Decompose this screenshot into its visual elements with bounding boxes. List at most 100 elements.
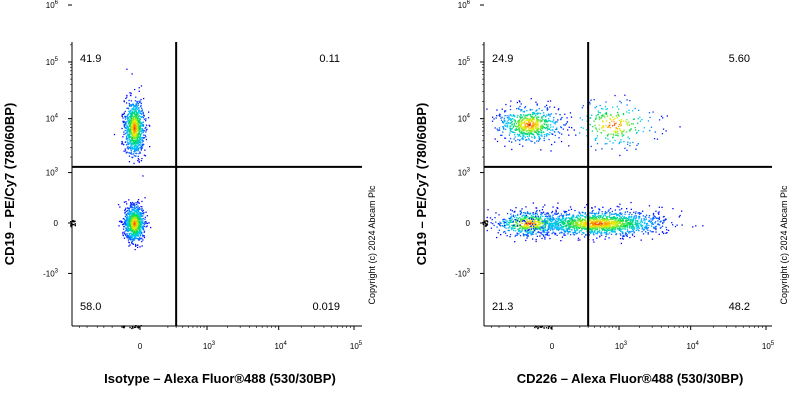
event-dot [528, 118, 531, 120]
event-dot [623, 217, 625, 219]
event-dot [534, 213, 536, 215]
event-dot [639, 120, 642, 122]
quadrant-top-left-label: 24.9 [492, 53, 513, 65]
event-dot [555, 113, 557, 115]
event-dot [578, 231, 580, 234]
event-dot [582, 225, 584, 228]
event-dot [522, 220, 524, 222]
event-dot [503, 117, 505, 119]
event-dot [548, 223, 550, 225]
event-dot [521, 225, 523, 227]
event-dot [569, 224, 571, 226]
event-dot [141, 130, 143, 132]
event-dot [544, 234, 547, 236]
event-dot [496, 140, 499, 143]
event-dot [619, 216, 621, 218]
event-dot [633, 118, 635, 120]
event-dot [610, 114, 612, 116]
event-dot [132, 117, 134, 119]
edge-event [121, 326, 123, 328]
event-dot [500, 134, 502, 136]
event-dot [501, 134, 503, 136]
event-dot [605, 227, 608, 230]
event-dot [498, 114, 500, 116]
event-dot [620, 124, 622, 126]
event-dot [542, 230, 544, 232]
event-dot [573, 226, 575, 228]
event-dot [561, 231, 563, 234]
event-dot [133, 231, 135, 234]
event-dot [138, 221, 140, 224]
event-dot [511, 123, 513, 125]
event-dot [532, 113, 534, 116]
event-dot [536, 212, 538, 214]
event-dot [607, 126, 609, 128]
event-dot [563, 124, 565, 126]
event-dot [568, 227, 570, 229]
event-dot [609, 223, 611, 225]
event-dot [609, 225, 611, 227]
event-dot [543, 114, 545, 116]
event-dot [643, 127, 645, 129]
event-dot [534, 220, 536, 222]
edge-event [123, 327, 125, 329]
event-dot [526, 227, 529, 229]
event-dot [516, 129, 518, 131]
event-dot [132, 128, 134, 130]
event-dot [520, 218, 522, 220]
event-dot [518, 121, 521, 123]
event-dot [659, 220, 662, 223]
event-dot [634, 107, 636, 110]
event-dot [132, 136, 134, 138]
event-dot [129, 235, 132, 237]
event-dot [524, 123, 526, 125]
event-dot [546, 212, 548, 214]
event-dot [624, 224, 626, 226]
event-dot [139, 130, 141, 132]
event-dot [626, 220, 628, 222]
event-dot [132, 131, 134, 134]
event-dot [624, 211, 626, 213]
event-dot [642, 130, 644, 133]
event-dot [539, 235, 541, 237]
event-dot [125, 207, 127, 209]
event-dot [534, 227, 536, 229]
event-dot [666, 232, 668, 234]
event-dot [645, 231, 647, 233]
event-dot [558, 137, 560, 139]
event-dot [560, 225, 562, 227]
event-dot [566, 222, 568, 224]
event-dot [545, 222, 547, 225]
event-dot [132, 222, 134, 225]
event-dot [626, 234, 628, 236]
event-dot [641, 221, 644, 223]
event-dot [607, 133, 610, 135]
event-dot [546, 234, 548, 236]
event-dot [550, 113, 552, 115]
event-dot [610, 230, 612, 233]
y-tick-label: 103 [46, 168, 59, 178]
event-dot [530, 130, 532, 132]
event-dot [134, 110, 136, 113]
event-dot [542, 131, 544, 133]
y-tick-label: 103 [458, 168, 471, 178]
event-dot [551, 232, 553, 235]
event-dot [548, 113, 550, 115]
event-dot [508, 224, 510, 226]
event-dot [647, 229, 649, 231]
event-dot [663, 232, 665, 235]
event-dot [144, 197, 146, 199]
event-dot [140, 146, 142, 148]
event-dot [133, 145, 136, 147]
event-dot [632, 217, 635, 219]
event-dot [124, 212, 126, 214]
event-dot [568, 225, 571, 228]
event-dot [578, 227, 580, 229]
event-dot [136, 228, 138, 230]
event-dot [514, 241, 516, 243]
event-dot [531, 231, 533, 233]
event-dot [591, 222, 593, 224]
event-dot [131, 132, 133, 134]
event-dot [585, 215, 587, 218]
event-dot [576, 232, 578, 234]
